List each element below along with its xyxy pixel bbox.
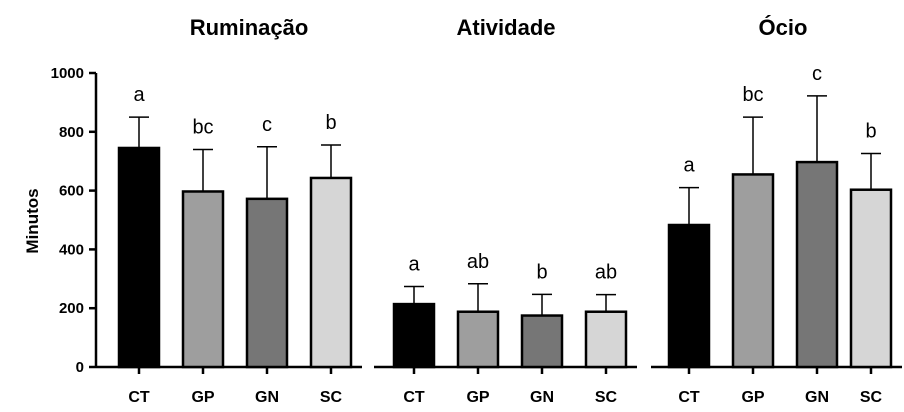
y-tick-label: 800 [59, 124, 84, 141]
bar [731, 173, 775, 369]
bar [181, 190, 225, 369]
significance-label: ab [595, 262, 617, 284]
category-label: CT [128, 389, 150, 406]
bar [245, 197, 289, 369]
group-title: Atividade [456, 15, 555, 40]
y-tick-label: 1000 [51, 65, 84, 82]
bar [520, 314, 564, 369]
significance-label: bc [742, 84, 763, 106]
y-tick-label: 200 [59, 300, 84, 317]
group-title: Ócio [759, 15, 808, 40]
significance-label: bc [192, 116, 213, 138]
significance-label: a [683, 155, 695, 177]
bar [392, 302, 436, 369]
category-label: GP [466, 389, 489, 406]
category-label: SC [595, 389, 618, 406]
bar [849, 188, 893, 369]
significance-label: c [262, 114, 272, 136]
significance-label: b [325, 112, 336, 134]
text-layer: 02004006008001000RuminaçãoCTaGPbcGNcSCbA… [51, 15, 883, 406]
category-label: GN [255, 389, 279, 406]
significance-label: ab [467, 251, 489, 273]
category-label: CT [678, 389, 700, 406]
y-tick-label: 400 [59, 241, 84, 258]
category-label: GP [191, 389, 214, 406]
significance-label: b [536, 261, 547, 283]
group-title: Ruminação [190, 15, 309, 40]
category-label: SC [860, 389, 883, 406]
bar [584, 310, 628, 369]
bar [456, 310, 500, 369]
category-label: GP [741, 389, 764, 406]
category-label: CT [403, 389, 425, 406]
category-label: SC [320, 389, 343, 406]
y-tick-label: 0 [76, 359, 84, 376]
bar [309, 176, 353, 369]
bar [795, 160, 839, 369]
y-tick-label: 600 [59, 183, 84, 200]
y-axis-title: Minutos [23, 188, 42, 253]
significance-label: b [865, 121, 876, 143]
category-label: GN [805, 389, 829, 406]
bars-layer [117, 95, 893, 369]
significance-label: c [812, 63, 822, 85]
category-label: GN [530, 389, 554, 406]
significance-label: a [408, 253, 420, 275]
bar [667, 223, 711, 369]
bar [117, 146, 161, 369]
significance-label: a [133, 84, 145, 106]
